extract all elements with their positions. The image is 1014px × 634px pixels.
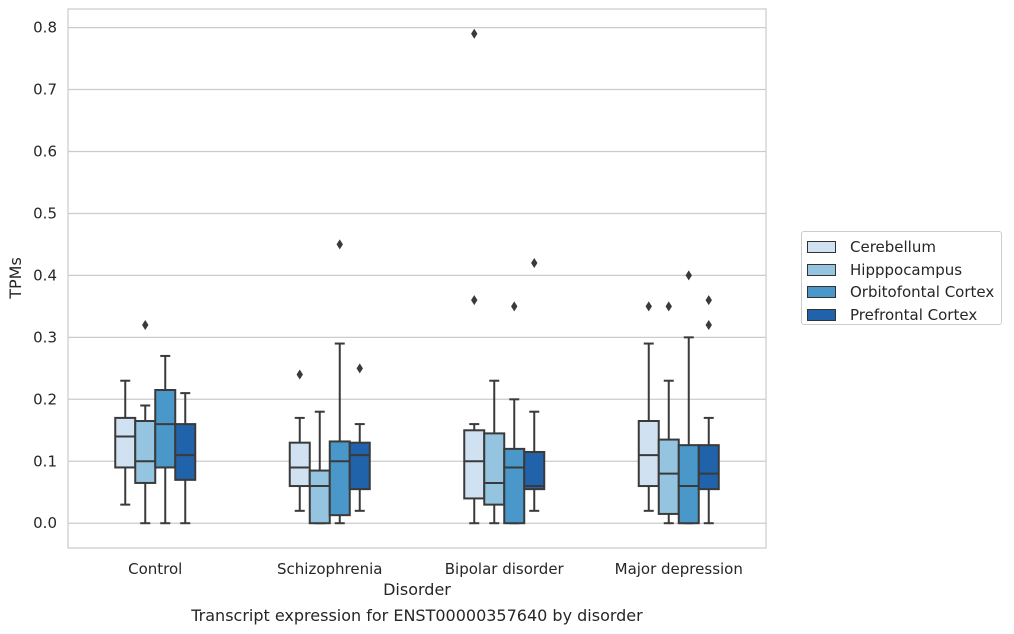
box-0-1-iqr-box: [134, 419, 157, 484]
box-2-2-iqr-box: [503, 447, 526, 525]
box-group-1: [288, 239, 371, 525]
box-1-0-outlier-0: [296, 369, 303, 380]
legend-item-cerebellum: Cerebellum: [807, 236, 1001, 259]
y-tick-label-0: 0.0: [33, 514, 57, 532]
y-tick-label-4: 0.4: [33, 266, 57, 284]
box-2-0-iqr-box: [463, 429, 486, 500]
box-2-0-outlier-1: [471, 28, 478, 39]
legend-item-orbitofrontal-cortex: Orbitofontal Cortex: [807, 281, 1001, 304]
legend: Cerebellum Hipppocampus Orbitofontal Cor…: [801, 231, 1002, 325]
box-0-2-iqr-box: [154, 389, 177, 469]
box-3-2-outlier-0: [685, 270, 692, 281]
x-tick-label-1: Schizophrenia: [277, 560, 382, 578]
legend-label-cerebellum: Cerebellum: [850, 238, 936, 257]
y-tick-label-2: 0.2: [33, 390, 57, 408]
y-tick-labels: 0.0 0.1 0.2 0.3 0.4 0.5 0.6 0.7 0.8: [33, 19, 57, 533]
box-3-3-outlier-0: [705, 319, 712, 330]
box-1-3-outlier-0: [356, 363, 363, 374]
box-2-1-iqr-box: [483, 432, 506, 506]
box-0-1-outlier-0: [142, 319, 149, 330]
legend-label-hippocampus: Hipppocampus: [850, 260, 963, 279]
legend-swatch-prefrontal-cortex: [807, 308, 836, 321]
y-tick-label-5: 0.5: [33, 204, 57, 222]
box-groups: [114, 28, 720, 525]
y-tick-label-3: 0.3: [33, 328, 57, 346]
box-1-3-iqr-box: [348, 441, 371, 491]
box-1-0-iqr-box: [288, 441, 311, 488]
y-tick-label-8: 0.8: [33, 19, 57, 37]
box-3-0-iqr-box: [637, 419, 660, 488]
box-3-1-iqr-box: [657, 438, 680, 515]
y-tick-label-6: 0.6: [33, 142, 57, 160]
x-tick-labels: Control Schizophrenia Bipolar disorder Majo…: [128, 560, 743, 578]
box-2-0-outlier-0: [471, 295, 478, 306]
plot-area-frame: [67, 8, 767, 549]
y-axis-label: TPMs: [6, 257, 25, 300]
box-3-3-iqr-box: [697, 444, 720, 491]
x-tick-label-2: Bipolar disorder: [445, 560, 565, 578]
box-1-1-iqr-box: [308, 469, 331, 525]
box-3-3-outlier-1: [705, 295, 712, 306]
figure-caption: Transcript expression for ENST0000035764…: [191, 606, 643, 625]
x-tick-label-3: Major depression: [615, 560, 743, 578]
box-group-0: [114, 319, 197, 525]
legend-swatch-cerebellum: [807, 241, 836, 254]
legend-swatch-hippocampus: [807, 263, 836, 276]
legend-item-hippocampus: Hipppocampus: [807, 259, 1001, 282]
y-tick-label-7: 0.7: [33, 81, 57, 99]
box-3-2-iqr-box: [677, 444, 700, 525]
box-1-2-iqr-box: [328, 440, 351, 517]
legend-label-orbitofrontal-cortex: Orbitofontal Cortex: [850, 283, 995, 302]
x-axis-label: Disorder: [383, 580, 451, 599]
y-tick-label-1: 0.1: [33, 452, 57, 470]
legend-swatch-orbitofrontal-cortex: [807, 286, 836, 299]
box-0-3-iqr-box: [174, 423, 197, 481]
legend-label-prefrontal-cortex: Prefrontal Cortex: [850, 305, 978, 324]
box-group-2: [463, 28, 546, 525]
box-0-0-iqr-box: [114, 416, 137, 469]
box-3-1-outlier-0: [665, 301, 672, 312]
x-tick-label-0: Control: [128, 560, 182, 578]
box-1-2-outlier-0: [336, 239, 343, 250]
legend-item-prefrontal-cortex: Prefrontal Cortex: [807, 304, 1001, 327]
box-3-0-outlier-0: [645, 301, 652, 312]
box-2-3-outlier-0: [531, 258, 538, 269]
box-group-3: [637, 270, 720, 525]
box-2-2-outlier-0: [511, 301, 518, 312]
box-2-3-iqr-box: [523, 450, 546, 491]
